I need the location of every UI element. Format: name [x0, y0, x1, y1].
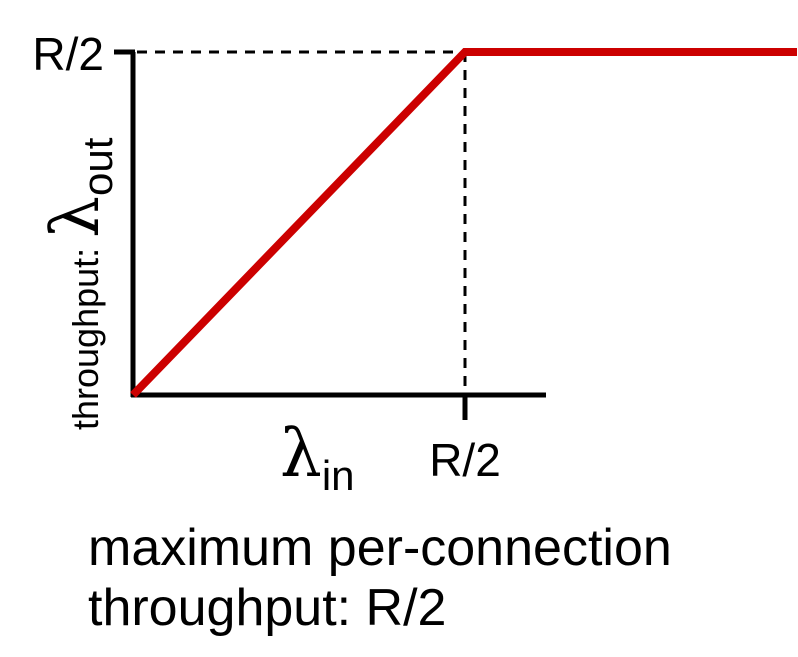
caption-line-1: maximum per-connection — [88, 519, 672, 577]
y-axis-label-subscript: out — [74, 137, 121, 196]
y-axis-label-prefix: throughput: — [65, 238, 106, 430]
x-axis-label-subscript: in — [322, 452, 355, 499]
series-line — [130, 48, 797, 398]
caption-line-2: throughput: R/2 — [88, 579, 447, 637]
y-axis-label: throughput: λout — [37, 137, 121, 430]
x-axis-label-symbol: λ — [280, 415, 322, 492]
y-tick-label: R/2 — [32, 28, 104, 80]
x-axis-label: λin — [280, 415, 355, 499]
caption: maximum per-connection throughput: R/2 — [88, 518, 793, 638]
x-tick-label: R/2 — [429, 434, 501, 486]
throughput-chart: R/2 R/2 λin throughput: λout — [32, 28, 797, 499]
y-axis-label-symbol: λ — [37, 196, 114, 238]
